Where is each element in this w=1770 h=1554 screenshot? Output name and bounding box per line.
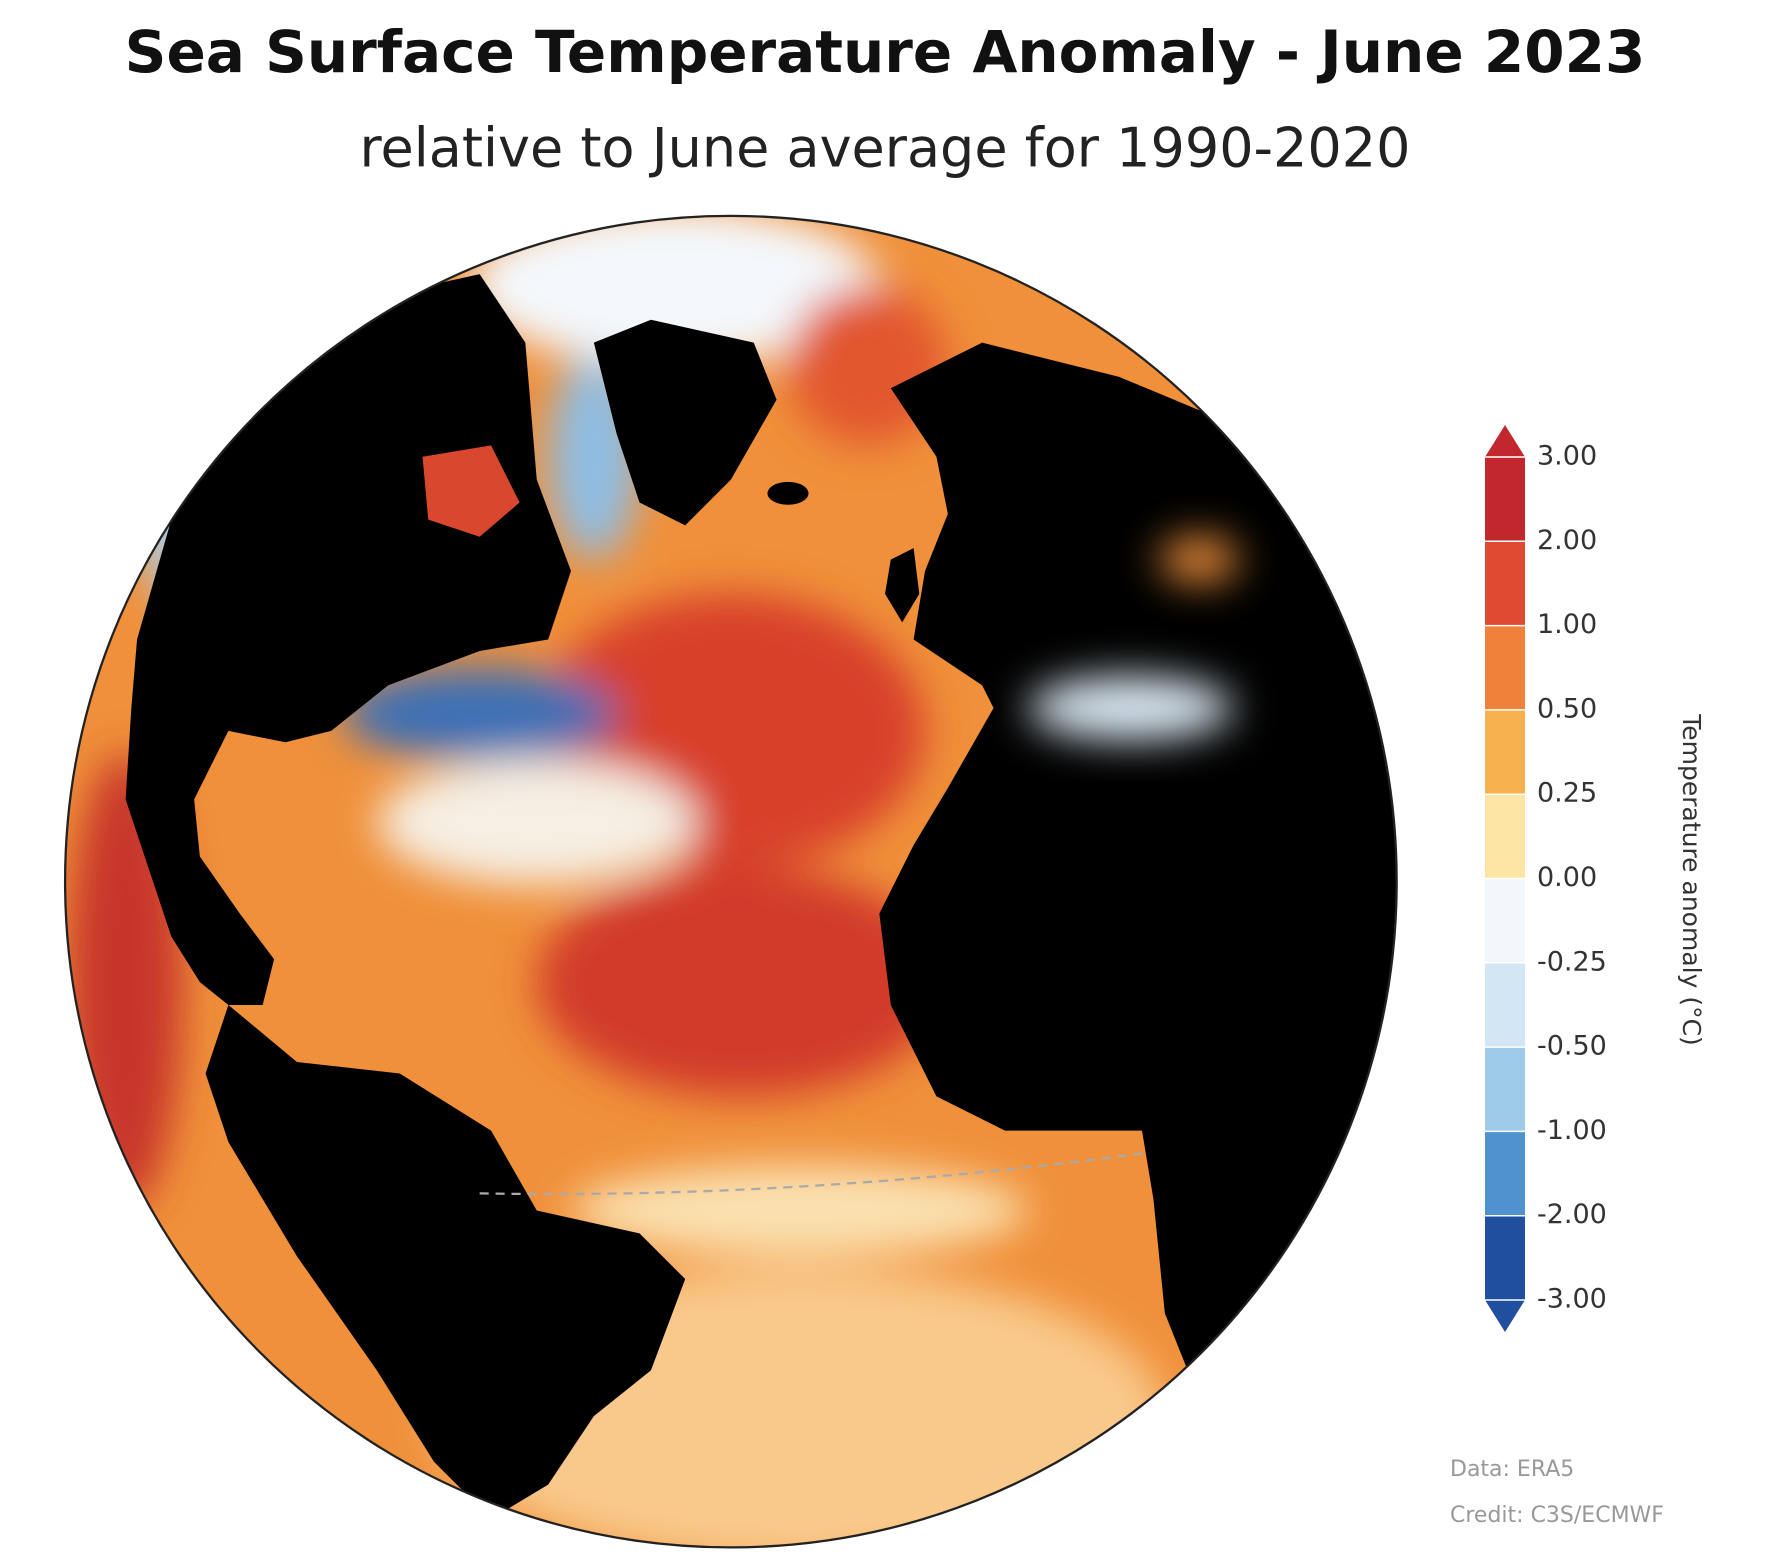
colorbar-band bbox=[1485, 1131, 1525, 1216]
colorbar-band bbox=[1485, 794, 1525, 879]
colorbar-tick-label: -0.25 bbox=[1537, 946, 1607, 977]
colorbar-tick-label: -2.00 bbox=[1537, 1199, 1607, 1230]
colorbar-band bbox=[1485, 709, 1525, 795]
colorbar-tick-label: 2.00 bbox=[1537, 525, 1597, 556]
title: Sea Surface Temperature Anomaly - June 2… bbox=[125, 18, 1646, 86]
colorbar-band bbox=[1485, 457, 1525, 542]
credit: Credit: C3S/ECMWF bbox=[1450, 1503, 1664, 1528]
globe-map bbox=[63, 214, 1398, 1549]
colorbar-extend-bottom bbox=[1485, 1300, 1525, 1332]
colorbar-label: Temperature anomaly (°C) bbox=[1677, 713, 1706, 1046]
data-credit: Data: ERA5 bbox=[1450, 1457, 1574, 1482]
colorbar-band bbox=[1485, 962, 1525, 1048]
subtitle: relative to June average for 1990-2020 bbox=[360, 117, 1411, 180]
colorbar-tick-label: 0.00 bbox=[1537, 862, 1597, 893]
colorbar-band bbox=[1485, 1215, 1525, 1300]
colorbar-band bbox=[1485, 541, 1525, 626]
colorbar-extend-top bbox=[1485, 425, 1525, 457]
colorbar-tick-label: 0.25 bbox=[1537, 778, 1597, 809]
colorbar-tick-label: 3.00 bbox=[1537, 441, 1597, 472]
colorbar-band bbox=[1485, 1047, 1525, 1132]
colorbar-tick-label: 1.00 bbox=[1537, 609, 1597, 640]
colorbar-tick-label: 0.50 bbox=[1537, 693, 1597, 724]
colorbar-tick-label: -1.00 bbox=[1537, 1115, 1607, 1146]
colorbar-tick-label: -0.50 bbox=[1537, 1031, 1607, 1062]
colorbar-tick-label: -3.00 bbox=[1537, 1284, 1607, 1315]
colorbar: 3.00 2.00 1.00 0.50 0.25 0.00 -0.25 -0.50 -1.00 -… bbox=[1485, 425, 1607, 1332]
colorbar-band bbox=[1485, 625, 1525, 710]
colorbar-band bbox=[1485, 878, 1525, 963]
